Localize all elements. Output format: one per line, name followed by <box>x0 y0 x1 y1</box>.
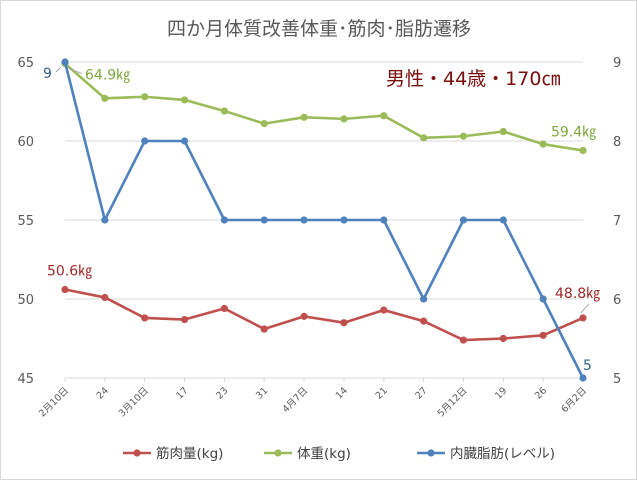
data-point <box>340 115 348 123</box>
data-point <box>380 112 388 120</box>
x-tick-label: 26 <box>533 385 549 401</box>
data-point <box>380 306 388 314</box>
x-axis: 2月10日 24 3月10日 17 23 31 4月7日 14 21 27 5月12日 19 26 6月2… <box>37 378 589 419</box>
chart-title: 四か月体質改善体重･筋肉･脂肪遷移 <box>167 18 471 40</box>
legend-swatch-marker <box>274 449 282 457</box>
data-point <box>61 58 69 66</box>
x-tick-label: 3月10日 <box>117 385 151 419</box>
data-point <box>220 107 228 115</box>
data-point <box>579 146 587 155</box>
data-point <box>340 319 348 327</box>
data-labels: 50.6㎏ 48.8㎏ 64.9㎏ 59.4㎏ 9 5 <box>43 66 600 374</box>
data-point <box>141 137 149 145</box>
data-point <box>180 137 189 145</box>
data-point <box>180 315 189 324</box>
left-axis: 45 50 55 60 65 <box>17 56 34 387</box>
right-tick-label: 8 <box>613 135 621 150</box>
data-label: 59.4㎏ <box>551 124 596 140</box>
legend-label: 内臓脂肪(レベル) <box>450 446 555 462</box>
data-point <box>300 216 308 224</box>
x-tick-label: 19 <box>493 385 509 401</box>
data-point <box>260 325 268 333</box>
data-point <box>380 216 388 224</box>
data-label: 48.8㎏ <box>555 286 600 302</box>
x-tick-label: 2月10日 <box>37 385 71 419</box>
data-point <box>539 140 547 148</box>
series-line-0 <box>64 288 584 342</box>
chart-annotation: 男性・44歳・170㎝ <box>386 68 560 90</box>
data-label: 5 <box>583 358 592 374</box>
label-leader <box>55 66 62 73</box>
x-tick-label: 5月12日 <box>436 385 470 419</box>
data-point <box>340 216 348 224</box>
data-point <box>61 285 69 294</box>
data-label: 9 <box>43 66 52 82</box>
right-tick-label: 6 <box>613 293 621 308</box>
data-point <box>101 216 109 224</box>
left-tick-label: 60 <box>17 135 34 150</box>
label-leader <box>580 303 590 314</box>
data-point <box>260 120 268 128</box>
legend-label: 筋肉量(kg) <box>156 445 223 462</box>
data-point <box>420 134 428 142</box>
x-tick-label: 14 <box>334 385 350 401</box>
data-point <box>420 295 428 303</box>
series-layer <box>61 58 587 382</box>
data-point <box>499 334 507 343</box>
data-point <box>499 127 507 136</box>
data-point <box>220 304 228 313</box>
left-tick-label: 45 <box>17 372 34 387</box>
data-point <box>539 295 547 303</box>
data-point <box>420 317 428 325</box>
left-tick-label: 55 <box>17 214 34 229</box>
label-leader <box>68 68 83 75</box>
data-point <box>101 94 109 102</box>
data-point <box>300 113 308 121</box>
data-point <box>180 96 189 104</box>
series-line-2 <box>63 61 585 379</box>
data-point <box>300 312 308 320</box>
data-point <box>260 216 268 224</box>
data-point <box>579 314 587 322</box>
right-tick-label: 5 <box>613 372 621 387</box>
right-tick-label: 7 <box>613 214 621 229</box>
right-axis: 5 6 7 8 9 <box>613 56 621 387</box>
x-tick-label: 21 <box>374 385 390 401</box>
left-tick-label: 65 <box>17 56 34 71</box>
x-tick-label: 4月7日 <box>280 385 310 415</box>
data-point <box>220 216 228 224</box>
data-point <box>101 293 109 302</box>
data-point <box>579 374 587 382</box>
x-tick-label: 6月2日 <box>559 385 589 415</box>
x-tick-label: 17 <box>174 385 190 401</box>
right-tick-label: 9 <box>613 56 621 71</box>
data-point <box>459 336 468 344</box>
data-point <box>459 132 468 140</box>
x-tick-label: 23 <box>214 385 230 401</box>
data-point <box>141 314 149 322</box>
x-tick-label: 31 <box>254 385 270 401</box>
legend-label: 体重(kg) <box>297 446 351 462</box>
data-point <box>459 216 468 224</box>
data-label: 50.6㎏ <box>47 264 92 280</box>
data-point <box>499 216 507 224</box>
x-tick-label: 24 <box>95 385 111 401</box>
left-tick-label: 50 <box>17 293 34 308</box>
data-label: 64.9㎏ <box>85 68 130 84</box>
legend-swatch-marker <box>133 449 141 457</box>
legend-swatch-marker <box>427 449 435 457</box>
legend: 筋肉量(kg) 体重(kg) 内臓脂肪(レベル) <box>123 445 555 462</box>
data-point <box>539 331 547 339</box>
series-line-1 <box>64 62 584 152</box>
data-point <box>141 93 149 101</box>
x-tick-label: 27 <box>413 385 429 401</box>
